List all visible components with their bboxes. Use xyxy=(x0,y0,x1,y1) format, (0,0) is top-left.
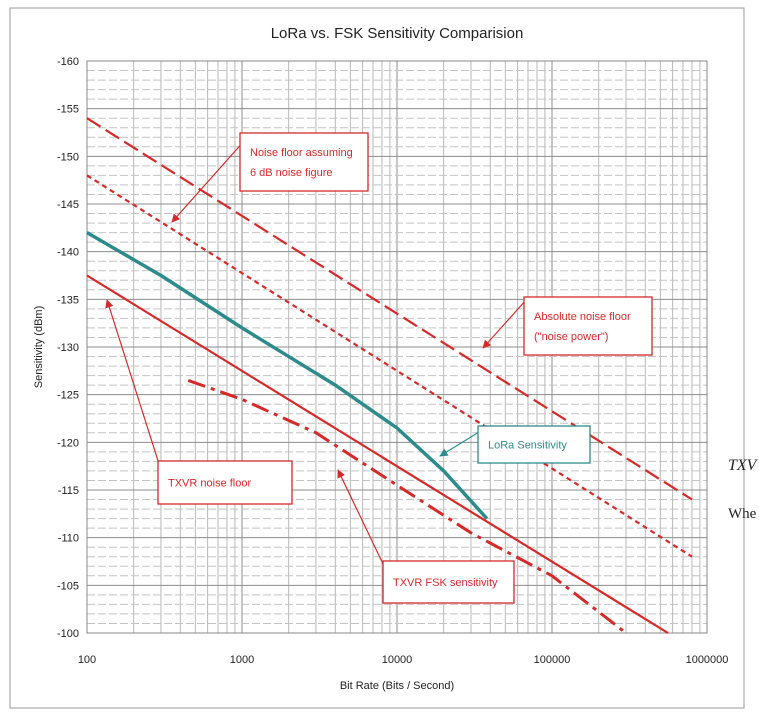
annotations: Noise floor assuming 6 dB noise figure Abs… xyxy=(105,132,653,604)
txvr-noise-floor-callout-arrow xyxy=(105,299,161,468)
noise-floor-6db-callout-text: Noise floor assuming xyxy=(250,147,353,159)
plot-area-border xyxy=(86,60,708,634)
x-axis-label: Bit Rate (Bits / Second) xyxy=(340,680,454,692)
x-axis-ticks: 100 1000 10000 100000 1000000 xyxy=(78,654,729,666)
txvr-fsk-sensitivity-callout-box xyxy=(382,560,515,604)
y-tick-label: -105 xyxy=(57,580,79,592)
y-axis-label: Sensitivity (dBm) xyxy=(33,306,45,389)
lora-sensitivity-callout-box xyxy=(477,425,591,464)
y-tick-label: -115 xyxy=(58,485,79,497)
txvr-noise-floor-callout-box xyxy=(157,460,293,505)
x-tick-label: 1000 xyxy=(230,654,254,666)
y-tick-label: -130 xyxy=(57,342,79,354)
absolute-noise-floor-callout-text: ("noise power") xyxy=(534,331,608,343)
side-text-line-1: TXV xyxy=(728,457,757,474)
y-tick-label: -100 xyxy=(57,628,79,640)
x-tick-label: 10000 xyxy=(382,654,413,666)
lora-sensitivity-callout-text: LoRa Sensitivity xyxy=(488,440,567,452)
y-tick-label: -110 xyxy=(58,533,79,545)
absolute-noise-floor-line xyxy=(86,174,693,558)
x-tick-label: 100000 xyxy=(534,654,571,666)
chart-title: LoRa vs. FSK Sensitivity Comparision xyxy=(271,25,524,42)
absolute-noise-floor-callout-box xyxy=(523,296,653,356)
noise-floor-6db-callout-text: 6 dB noise figure xyxy=(250,167,333,179)
data-series xyxy=(86,117,693,635)
side-text-line-2: Whe xyxy=(728,506,757,522)
y-tick-label: -140 xyxy=(57,247,79,259)
y-tick-label: -150 xyxy=(57,151,79,163)
y-tick-label: -155 xyxy=(57,104,79,116)
y-tick-label: -125 xyxy=(57,390,79,402)
y-axis-ticks: -160 -155 -150 -145 -140 -135 -130 -125 -120 -115… xyxy=(57,56,79,640)
absolute-noise-floor-callout-text: Absolute noise floor xyxy=(534,311,631,323)
txvr-fsk-sensitivity-callout-text: TXVR FSK sensitivity xyxy=(393,577,498,589)
noise-floor-6db-line xyxy=(86,117,693,501)
lora-sensitivity-line xyxy=(86,231,489,520)
y-tick-label: -135 xyxy=(57,294,79,306)
y-tick-label: -145 xyxy=(57,199,79,211)
y-tick-label: -120 xyxy=(57,437,79,449)
x-tick-label: 100 xyxy=(78,654,96,666)
txvr-noise-floor-line xyxy=(86,274,669,634)
y-tick-label: -160 xyxy=(57,56,79,68)
absolute-noise-floor-callout-arrow xyxy=(482,299,527,349)
lora-sensitivity-callout-arrow xyxy=(439,431,480,457)
noise-floor-6db-callout-box xyxy=(239,132,369,192)
noise-floor-6db-callout-arrow xyxy=(171,139,246,223)
x-tick-label: 1000000 xyxy=(686,654,729,666)
txvr-fsk-sensitivity-callout-arrow xyxy=(337,469,386,569)
txvr-noise-floor-callout-text: TXVR noise floor xyxy=(168,478,251,490)
txvr-fsk-sensitivity-line xyxy=(187,378,627,635)
